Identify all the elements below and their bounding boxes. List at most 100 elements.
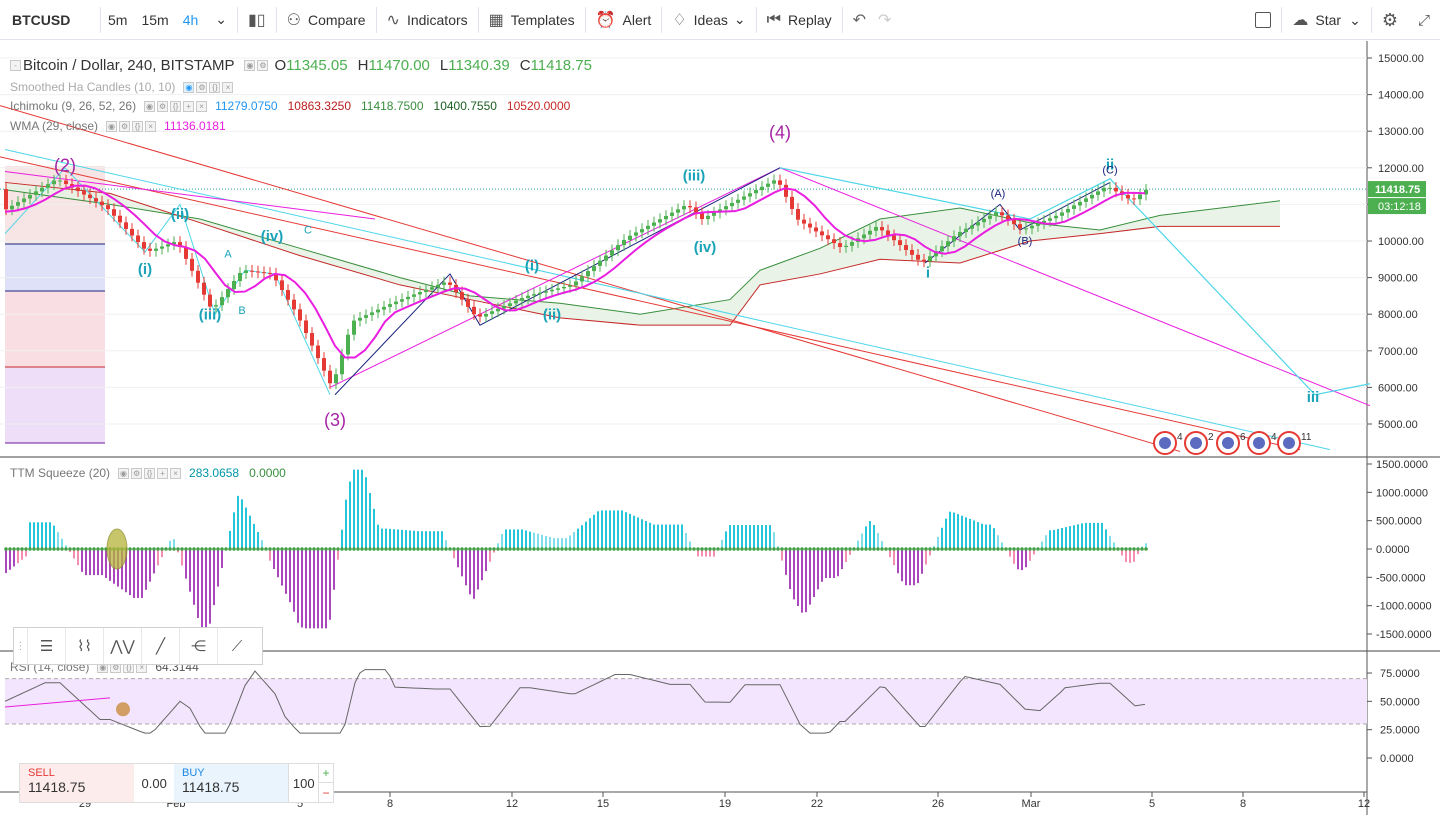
ichimoku-base: 10863.3250 (287, 99, 351, 113)
squeeze-dot (724, 547, 728, 551)
candle-body (964, 228, 968, 233)
path-tool[interactable]: ⟋ (218, 628, 256, 664)
ttm-axis-label: -500.0000 (1376, 572, 1426, 584)
candle-body (790, 196, 794, 209)
ideas-button[interactable]: ♢ Ideas ⌄ (662, 0, 755, 40)
candle-body (304, 320, 308, 334)
candle-body (346, 334, 350, 355)
close-icon[interactable]: × (170, 467, 182, 479)
close-icon[interactable]: × (145, 120, 157, 132)
squeeze-dot (296, 547, 300, 551)
add-icon[interactable]: + (157, 467, 169, 479)
source-icon[interactable]: {} (209, 81, 221, 93)
candle-body (1126, 194, 1130, 199)
indicators-button[interactable]: ∿ Indicators (377, 0, 478, 40)
divider (237, 6, 238, 33)
eye-icon[interactable]: ◉ (144, 100, 156, 112)
squeeze-dot (300, 547, 304, 551)
squeeze-dot (220, 547, 224, 551)
squeeze-dot (812, 547, 816, 551)
squeeze-dot (948, 547, 952, 551)
star-button[interactable]: ☁ Star ⌄ (1282, 0, 1370, 40)
candle-body (592, 265, 596, 272)
squeeze-dot (744, 547, 748, 551)
source-icon[interactable]: {} (144, 467, 156, 479)
fullscreen-button[interactable]: ⤢ (1408, 0, 1440, 40)
squeeze-dot (184, 547, 188, 551)
close-icon[interactable]: × (222, 81, 234, 93)
divider (661, 6, 663, 33)
squeeze-dot (268, 547, 272, 551)
candle-body (838, 243, 842, 248)
chart-canvas[interactable]: (2) (3) (4) (i) (ii) (iii) (iv) (i) (ii) (iii) (iv… (0, 41, 1440, 815)
interval-15m[interactable]: 15m (141, 11, 169, 28)
eye-icon[interactable]: ◉ (118, 467, 130, 479)
templates-button[interactable]: ▦ Templates (479, 0, 585, 40)
square-icon (1255, 12, 1272, 28)
source-icon[interactable]: {} (132, 120, 144, 132)
elliott-impulse-tool[interactable]: ⌇⌇ (66, 628, 104, 664)
squeeze-highlight (106, 528, 128, 570)
replay-button[interactable]: ⏮ Replay (757, 0, 842, 40)
candle-body (862, 234, 866, 239)
redo-button[interactable]: ↷ (876, 0, 901, 40)
squeeze-dot (320, 547, 324, 551)
increase-icon[interactable]: + (319, 764, 334, 783)
symbol-search[interactable]: BTCUSD (12, 11, 71, 28)
chart-type-button[interactable]: ▮▯ (238, 0, 276, 40)
divider (477, 6, 479, 33)
pitchfork-tool[interactable]: ⋲ (180, 628, 218, 664)
squeeze-dot (1048, 547, 1052, 551)
settings-icon[interactable]: ⚙ (196, 81, 208, 93)
candle-body (400, 299, 404, 302)
settings-button[interactable]: ⚙ (1372, 0, 1408, 40)
divider (1281, 7, 1283, 33)
eye-icon[interactable]: ◉ (106, 120, 118, 132)
compare-button[interactable]: ⚇ Compare (277, 0, 376, 40)
settings-icon[interactable]: ⚙ (131, 467, 143, 479)
fib-retracement-tool[interactable]: ☰ (28, 628, 66, 664)
squeeze-dot (240, 547, 244, 551)
quantity-input[interactable]: 100 (288, 764, 318, 802)
close-icon[interactable]: × (196, 100, 208, 112)
squeeze-dot (892, 547, 896, 551)
squeeze-dot (424, 547, 428, 551)
chart-area[interactable]: (2) (3) (4) (i) (ii) (iii) (iv) (i) (ii) (iii) (iv… (0, 41, 1440, 815)
squeeze-dot (512, 547, 516, 551)
buy-button[interactable]: BUY 11418.75 (174, 764, 289, 802)
eye-icon[interactable]: ◉ (183, 81, 195, 93)
squeeze-dot (1072, 547, 1076, 551)
candle-body (736, 199, 740, 203)
squeeze-dot (884, 547, 888, 551)
fullscreen-box-button[interactable] (1245, 0, 1281, 40)
squeeze-dot (1012, 547, 1016, 551)
squeeze-dot (164, 547, 168, 551)
source-icon[interactable]: {} (170, 100, 182, 112)
settings-icon[interactable]: ⚙ (119, 120, 131, 132)
undo-button[interactable]: ↶ (843, 0, 876, 40)
trend-line-tool[interactable]: ╱ (142, 628, 180, 664)
candle-body (184, 246, 188, 259)
alert-label: Alert (622, 11, 652, 28)
add-icon[interactable]: + (183, 100, 195, 112)
interval-5m[interactable]: 5m (108, 11, 128, 28)
settings-icon[interactable]: ⚙ (157, 100, 169, 112)
squeeze-dot (612, 547, 616, 551)
squeeze-dot (548, 547, 552, 551)
squeeze-dot (432, 547, 436, 551)
sell-button[interactable]: SELL 11418.75 (20, 764, 135, 802)
candle-body (82, 191, 86, 195)
interval-dropdown[interactable]: ⌄ (205, 0, 237, 40)
decrease-icon[interactable]: − (322, 785, 330, 800)
eye-icon[interactable]: ◉ (244, 60, 256, 71)
collapse-icon[interactable]: - (10, 60, 21, 71)
interval-4h[interactable]: 4h (182, 11, 199, 28)
elliott-correction-tool[interactable]: ⋀⋁ (104, 628, 142, 664)
drag-handle-icon[interactable]: ⋮ (14, 628, 28, 664)
squeeze-dot (732, 547, 736, 551)
candle-body (634, 232, 638, 236)
alert-button[interactable]: ⏰ Alert (586, 0, 662, 40)
settings-icon[interactable]: ⚙ (257, 60, 269, 71)
candle-body (448, 282, 452, 285)
squeeze-dot (520, 547, 524, 551)
